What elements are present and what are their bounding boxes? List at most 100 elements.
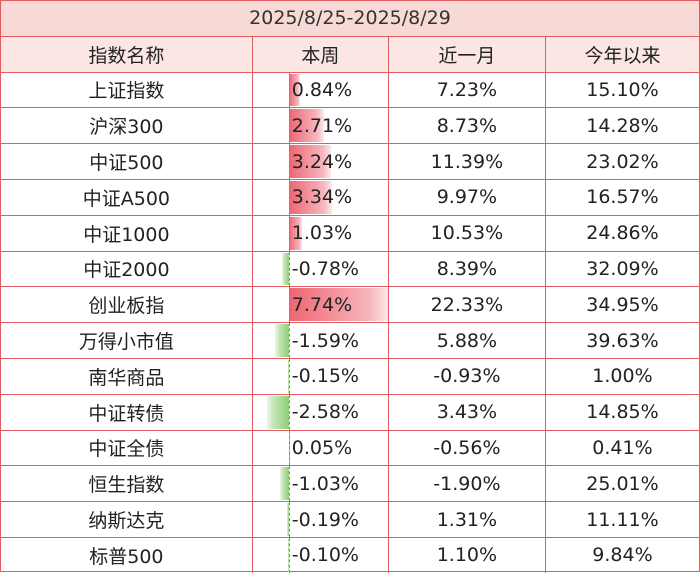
week-return-value: 2.71% xyxy=(291,114,353,137)
index-name-cell: 南华商品 xyxy=(1,357,253,395)
header-month: 近一月 xyxy=(387,35,546,73)
positive-data-bar xyxy=(288,216,303,250)
month-return-cell: 9.97% xyxy=(387,178,546,216)
index-name-cell: 中证A500 xyxy=(1,178,253,216)
month-return-cell: 7.23% xyxy=(387,71,546,109)
ytd-return-cell: 34.95% xyxy=(544,286,699,324)
week-return-cell: -1.59% xyxy=(251,322,389,359)
week-return-value: 7.74% xyxy=(291,293,353,316)
positive-data-bar xyxy=(288,109,324,143)
month-return-cell: 5.88% xyxy=(387,322,546,359)
week-return-cell: -2.58% xyxy=(251,393,389,431)
data-bar-axis xyxy=(288,180,290,215)
table-row: 中证转债 -2.58% 3.43% 14.85% xyxy=(1,393,699,431)
index-name-cell: 恒生指数 xyxy=(1,465,253,503)
data-bar-axis xyxy=(288,323,290,358)
data-bar-axis xyxy=(288,287,290,322)
index-name-cell: 中证转债 xyxy=(1,393,253,431)
ytd-return-cell: 9.84% xyxy=(544,536,699,573)
table-row: 恒生指数 -1.03% -1.90% 25.01% xyxy=(1,465,699,503)
table-row: 中证1000 1.03% 10.53% 24.86% xyxy=(1,214,699,252)
week-return-value: -0.78% xyxy=(291,257,359,280)
week-return-value: 3.24% xyxy=(291,150,353,173)
month-return-cell: 8.73% xyxy=(387,107,546,145)
week-return-cell: 3.24% xyxy=(251,143,389,180)
index-name-cell: 标普500 xyxy=(1,536,253,573)
month-return-cell: 10.53% xyxy=(387,214,546,252)
index-name-cell: 中证500 xyxy=(1,143,253,180)
negative-data-bar xyxy=(282,252,289,286)
week-return-cell: 1.03% xyxy=(251,214,389,252)
negative-data-bar xyxy=(275,324,289,357)
ytd-return-cell: 11.11% xyxy=(544,501,699,538)
data-bar-axis xyxy=(288,466,290,501)
month-return-cell: 1.10% xyxy=(387,536,546,573)
month-return-cell: -1.90% xyxy=(387,465,546,503)
index-name-cell: 上证指数 xyxy=(1,71,253,109)
table-row: 中证2000 -0.78% 8.39% 32.09% xyxy=(1,250,699,288)
data-bar-axis xyxy=(288,359,290,394)
data-bar-axis xyxy=(288,108,290,143)
negative-data-bar xyxy=(287,538,289,572)
week-return-cell: 3.34% xyxy=(251,178,389,216)
week-return-cell: 0.05% xyxy=(251,429,389,467)
ytd-return-cell: 39.63% xyxy=(544,322,699,359)
month-return-cell: 22.33% xyxy=(387,286,546,324)
ytd-return-cell: 1.00% xyxy=(544,357,699,395)
table-row: 标普500 -0.10% 1.10% 9.84% xyxy=(1,536,699,573)
index-name-cell: 中证1000 xyxy=(1,214,253,252)
ytd-return-cell: 32.09% xyxy=(544,250,699,288)
table-row: 南华商品 -0.15% -0.93% 1.00% xyxy=(1,357,699,395)
title-row: 2025/8/25-2025/8/29 xyxy=(1,1,699,37)
month-return-cell: -0.56% xyxy=(387,429,546,467)
header-index-name: 指数名称 xyxy=(1,35,253,73)
ytd-return-cell: 0.41% xyxy=(544,429,699,467)
table-row: 中证500 3.24% 11.39% 23.02% xyxy=(1,143,699,180)
index-name-cell: 纳斯达克 xyxy=(1,501,253,538)
ytd-return-cell: 15.10% xyxy=(544,71,699,109)
week-return-value: 1.03% xyxy=(291,222,353,245)
ytd-return-cell: 25.01% xyxy=(544,465,699,503)
ytd-return-cell: 14.85% xyxy=(544,393,699,431)
month-return-cell: 8.39% xyxy=(387,250,546,288)
table-row: 万得小市值 -1.59% 5.88% 39.63% xyxy=(1,322,699,359)
week-return-value: 0.84% xyxy=(291,78,353,101)
week-return-value: -2.58% xyxy=(291,401,359,424)
month-return-cell: 11.39% xyxy=(387,143,546,180)
week-return-cell: 0.84% xyxy=(251,71,389,109)
week-return-value: -1.03% xyxy=(291,472,359,495)
data-bar-axis xyxy=(288,216,290,251)
table-row: 创业板指 7.74% 22.33% 34.95% xyxy=(1,286,699,324)
data-bar-axis xyxy=(288,73,290,107)
ytd-return-cell: 23.02% xyxy=(544,143,699,180)
week-return-cell: -0.78% xyxy=(251,250,389,288)
data-bar-axis xyxy=(288,395,290,430)
header-ytd: 今年以来 xyxy=(544,35,699,73)
data-bar-axis xyxy=(288,538,290,573)
month-return-cell: -0.93% xyxy=(387,357,546,395)
data-bar-axis xyxy=(288,144,290,179)
data-bar-axis xyxy=(288,502,290,537)
positive-data-bar xyxy=(288,180,332,214)
header-row: 指数名称 本周 近一月 今年以来 xyxy=(1,35,699,73)
index-name-cell: 沪深300 xyxy=(1,107,253,145)
week-return-cell: -0.15% xyxy=(251,357,389,395)
week-return-value: 0.05% xyxy=(291,436,353,459)
week-return-value: -1.59% xyxy=(291,329,359,352)
negative-data-bar xyxy=(287,359,289,393)
month-return-cell: 1.31% xyxy=(387,501,546,538)
week-return-cell: 2.71% xyxy=(251,107,389,145)
week-return-value: -0.15% xyxy=(291,365,359,388)
positive-data-bar xyxy=(288,73,300,107)
index-name-cell: 中证全债 xyxy=(1,429,253,467)
negative-data-bar xyxy=(266,395,289,429)
data-bar-axis xyxy=(288,252,290,286)
week-return-value: -0.19% xyxy=(291,508,359,531)
ytd-return-cell: 24.86% xyxy=(544,214,699,252)
week-return-cell: -0.10% xyxy=(251,536,389,573)
data-bar-axis xyxy=(288,431,290,465)
table-row: 纳斯达克 -0.19% 1.31% 11.11% xyxy=(1,501,699,538)
table-row: 中证A500 3.34% 9.97% 16.57% xyxy=(1,178,699,216)
ytd-return-cell: 14.28% xyxy=(544,107,699,145)
table-row: 沪深300 2.71% 8.73% 14.28% xyxy=(1,107,699,145)
